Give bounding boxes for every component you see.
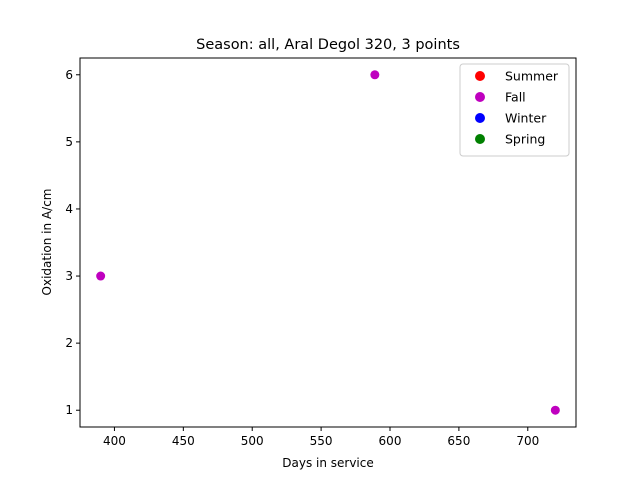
y-axis-ticks: 1 2 3 4 5 6 [65, 68, 80, 417]
x-tick-label: 550 [310, 434, 333, 448]
data-point-fall [96, 271, 106, 281]
legend-marker-fall [475, 92, 485, 102]
data-points [96, 70, 560, 415]
plot-frame [79, 57, 577, 428]
y-tick-label: 3 [65, 269, 73, 283]
legend-marker-winter [475, 113, 485, 123]
legend-label-winter: Winter [505, 111, 547, 126]
x-tick-label: 450 [172, 434, 195, 448]
y-axis-label: Oxidation in A/cm [40, 189, 54, 296]
x-tick-label: 700 [516, 434, 539, 448]
y-tick-label: 5 [65, 135, 73, 149]
legend-label-summer: Summer [505, 69, 559, 84]
x-tick-label: 650 [447, 434, 470, 448]
chart-title: Season: all, Aral Degol 320, 3 points [196, 37, 460, 53]
y-tick-label: 1 [65, 403, 73, 417]
data-point-fall [370, 70, 380, 80]
x-axis-label: Days in service [282, 456, 374, 470]
legend-marker-spring [475, 134, 485, 144]
x-tick-label: 500 [241, 434, 264, 448]
legend-label-spring: Spring [505, 132, 545, 147]
data-point-fall [550, 405, 560, 415]
x-tick-label: 600 [379, 434, 402, 448]
x-tick-label: 400 [103, 434, 126, 448]
x-axis-ticks: 400 450 500 550 600 650 700 [103, 427, 539, 448]
y-tick-label: 6 [65, 68, 73, 82]
y-tick-label: 2 [65, 336, 73, 350]
y-tick-label: 4 [65, 202, 73, 216]
legend-marker-summer [475, 71, 485, 81]
legend-box [459, 63, 570, 157]
legend: Summer Fall Winter Spring [459, 63, 570, 157]
legend-label-fall: Fall [505, 90, 526, 105]
